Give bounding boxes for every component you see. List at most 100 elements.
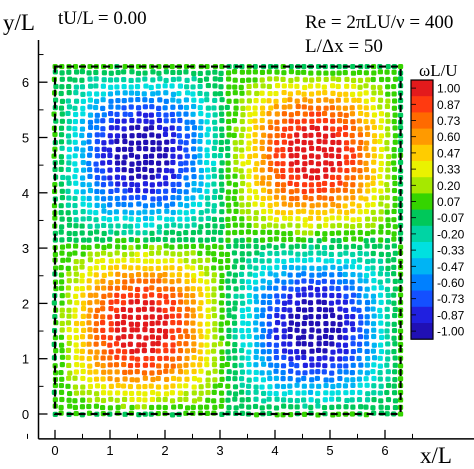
- particle: [211, 299, 217, 305]
- particle: [122, 223, 128, 229]
- particle: [349, 132, 355, 139]
- particle: [190, 237, 196, 243]
- particle: [225, 160, 231, 166]
- particle: [101, 244, 107, 251]
- particle: [343, 236, 349, 242]
- particle: [128, 168, 134, 174]
- particle: [155, 250, 162, 256]
- particle: [322, 180, 328, 187]
- particle: [344, 314, 350, 320]
- particle: [357, 278, 363, 284]
- particle: [177, 396, 183, 403]
- particle: [178, 167, 184, 174]
- particle: [392, 278, 398, 285]
- particle: [342, 383, 349, 389]
- particle: [205, 182, 211, 188]
- particle: [294, 195, 300, 202]
- particle: [301, 230, 308, 236]
- particle: [288, 125, 294, 132]
- particle: [86, 403, 92, 410]
- particle: [73, 320, 80, 327]
- particle: [302, 403, 308, 409]
- particle: [357, 77, 364, 83]
- particle: [218, 139, 224, 146]
- particle: [254, 250, 260, 256]
- particle: [294, 201, 301, 208]
- particle: [260, 216, 267, 222]
- particle: [384, 411, 390, 417]
- particle: [170, 153, 176, 159]
- particle: [302, 132, 308, 139]
- particle: [66, 251, 73, 257]
- particle: [219, 201, 225, 207]
- particle: [246, 215, 252, 222]
- particle: [191, 354, 197, 361]
- particle: [162, 153, 168, 159]
- particle: [261, 361, 267, 367]
- particle: [198, 111, 204, 117]
- particle: [60, 174, 66, 181]
- particle: [377, 279, 383, 285]
- particle: [288, 63, 294, 70]
- particle: [316, 238, 322, 244]
- particle: [170, 91, 177, 97]
- particle: [370, 250, 376, 257]
- particle: [113, 209, 120, 215]
- particle: [295, 390, 301, 396]
- particle: [156, 117, 163, 124]
- particle: [266, 111, 272, 117]
- particle: [93, 327, 99, 333]
- particle: [231, 314, 237, 320]
- particle: [80, 153, 86, 159]
- particle: [329, 356, 335, 362]
- particle: [350, 77, 357, 83]
- particle: [246, 292, 252, 299]
- particle: [127, 307, 134, 313]
- particle: [219, 187, 225, 193]
- particle: [329, 272, 335, 278]
- particle: [108, 327, 114, 333]
- particle: [322, 265, 328, 271]
- particle: [240, 112, 246, 118]
- particle: [143, 355, 149, 362]
- particle: [66, 327, 72, 333]
- particle: [239, 251, 245, 257]
- particle: [134, 286, 141, 293]
- particle: [392, 112, 398, 118]
- particle: [79, 355, 85, 361]
- particle: [351, 97, 357, 103]
- particle: [72, 398, 78, 404]
- particle: [101, 70, 107, 76]
- particle: [254, 161, 260, 167]
- particle: [336, 238, 342, 244]
- particle: [198, 384, 204, 390]
- particle: [226, 111, 232, 117]
- particle: [205, 377, 211, 383]
- particle: [315, 175, 321, 181]
- particle: [86, 278, 92, 284]
- particle: [129, 117, 135, 124]
- particle: [252, 105, 258, 111]
- particle: [107, 314, 113, 320]
- particle: [336, 383, 342, 389]
- particle: [233, 208, 239, 214]
- particle: [59, 396, 65, 403]
- particle: [197, 362, 203, 368]
- particle: [87, 188, 94, 194]
- particle: [58, 342, 65, 348]
- particle: [246, 195, 252, 201]
- particle: [114, 397, 120, 403]
- particle: [211, 203, 217, 209]
- particle: [87, 83, 94, 89]
- particle: [273, 285, 279, 291]
- particle: [177, 216, 183, 222]
- particle: [344, 76, 350, 83]
- particle: [134, 327, 140, 333]
- particle: [280, 376, 286, 382]
- particle: [226, 180, 232, 186]
- particle: [142, 321, 149, 327]
- particle: [314, 125, 321, 132]
- particle: [384, 286, 391, 292]
- particle: [212, 321, 218, 327]
- particle: [128, 97, 134, 103]
